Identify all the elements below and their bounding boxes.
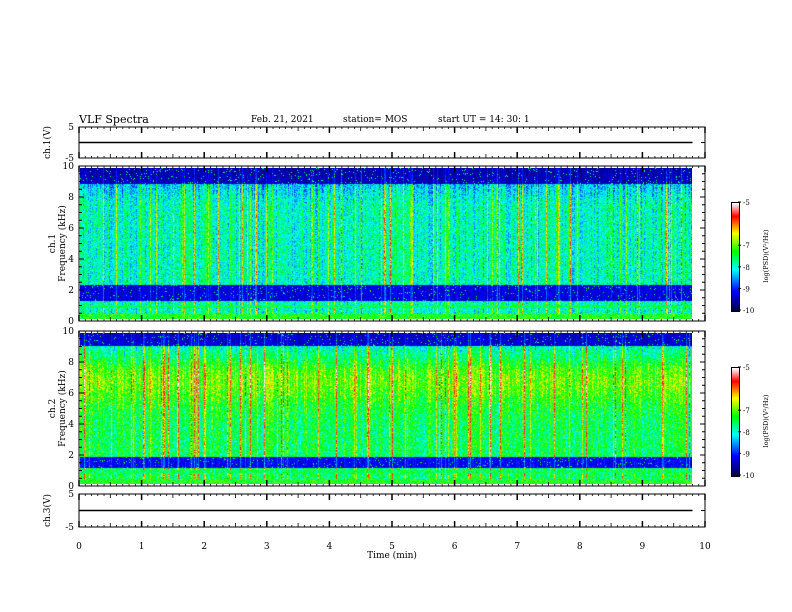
x-tick-label: 1: [139, 542, 145, 552]
y-tick-label: 0: [68, 482, 74, 492]
ch1-colorbar: [731, 202, 740, 312]
y-tick-label: 8: [68, 358, 74, 368]
x-tick-label: 2: [201, 542, 207, 552]
colorbar-tick-label: -7: [743, 242, 750, 250]
station-label: station= MOS: [343, 115, 408, 125]
colorbar-label: log(PSD)(V²/Hz): [762, 394, 770, 447]
colorbar-tick-label: -9: [743, 450, 750, 458]
colorbar-tick-label: -7: [743, 407, 750, 415]
colorbar-tick-label: -5: [743, 199, 750, 207]
y-tick-label: 6: [68, 224, 74, 234]
colorbar-tick-label: -9: [743, 285, 750, 293]
y-tick-label: 2: [68, 451, 74, 461]
x-tick-label: 3: [264, 542, 270, 552]
y-tick-label: 5: [68, 123, 74, 133]
panel-frame-2: [78, 165, 706, 322]
x-axis-label: Time (min): [367, 550, 417, 561]
x-tick-label: 5: [389, 542, 395, 552]
x-tick-label: 7: [514, 542, 520, 552]
colorbar-tick-label: -10: [743, 472, 754, 480]
figure-title: VLF Spectra: [79, 113, 149, 126]
y-tick-label: 10: [63, 162, 75, 172]
ch1-spectrogram-image: [80, 168, 692, 319]
x-tick-label: 9: [640, 542, 646, 552]
y-axis-label: ch.1(V): [42, 126, 53, 159]
y-tick-label: 4: [68, 420, 74, 430]
y-axis-label: ch.1: [48, 234, 58, 253]
ch2-spectrogram-image: [80, 333, 692, 484]
y-tick-label: 10: [63, 327, 75, 337]
x-tick-label: 10: [699, 542, 711, 552]
panel-frame-3: [78, 330, 706, 487]
y-tick-label: -5: [65, 523, 74, 533]
x-tick-label: 4: [327, 542, 333, 552]
y-tick-label: 2: [68, 286, 74, 296]
x-tick-label: 0: [76, 542, 82, 552]
start-time-label: start UT = 14: 30: 1: [438, 115, 530, 125]
y-tick-label: -5: [65, 154, 74, 164]
y-axis-label: ch.3(V): [42, 494, 53, 527]
colorbar-tick-label: -8: [743, 429, 750, 437]
y-tick-label: 6: [68, 389, 74, 399]
y-axis-label: ch.2: [48, 399, 58, 418]
x-tick-label: 6: [452, 542, 458, 552]
date-label: Feb. 21, 2021: [251, 115, 314, 125]
y-axis-label: Frequency (kHz): [57, 370, 68, 447]
ch2-colorbar: [731, 367, 740, 477]
colorbar-label: log(PSD)(V²/Hz): [762, 229, 770, 282]
colorbar-tick-label: -10: [743, 307, 754, 315]
y-tick-label: 5: [68, 490, 74, 500]
x-tick-label: 8: [577, 542, 583, 552]
y-axis-label: Frequency (kHz): [57, 205, 68, 282]
y-tick-label: 4: [68, 255, 74, 265]
y-tick-label: 8: [68, 193, 74, 203]
y-tick-label: 0: [68, 317, 74, 327]
colorbar-tick-label: -5: [743, 364, 750, 372]
colorbar-tick-label: -8: [743, 264, 750, 272]
